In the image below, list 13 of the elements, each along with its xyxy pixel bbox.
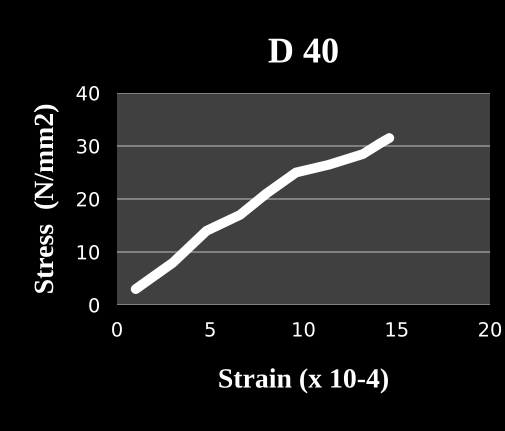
y-tick-label: 40: [76, 86, 100, 101]
x-tick-label: 5: [206, 322, 215, 337]
y-tick-label: 30: [77, 138, 100, 154]
x-tick-label: 15: [386, 322, 408, 337]
y-axis-title: Stress (N/mm2): [34, 104, 59, 293]
x-axis-title: Strain (x 10-4): [219, 368, 388, 394]
x-tick-label: 10: [293, 322, 315, 337]
y-tick-label: 20: [77, 192, 100, 207]
chart-title: D 40: [268, 38, 338, 63]
y-tick-label: 0: [89, 298, 100, 313]
y-tick-label: 10: [78, 244, 100, 260]
x-tick-label: 20: [479, 322, 502, 337]
x-tick-label: 0: [112, 322, 122, 337]
